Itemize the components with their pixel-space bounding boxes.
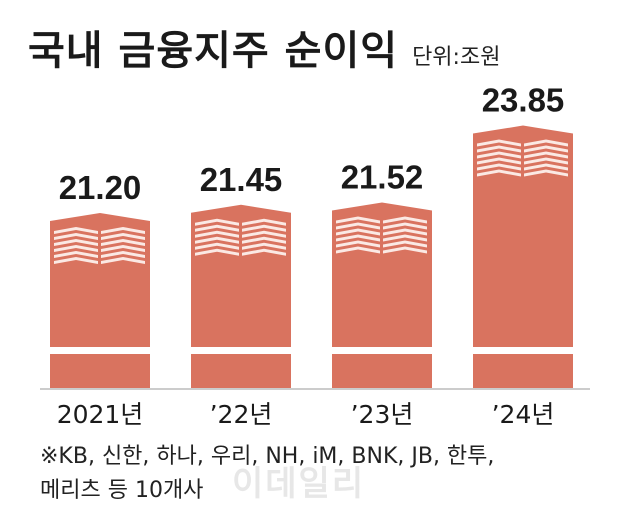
- bar: [332, 202, 432, 388]
- footnote-line-2: 메리츠 등 10개사: [40, 478, 204, 503]
- bill-stripe: [383, 228, 427, 236]
- bill-stripe: [54, 245, 98, 252]
- bill-stripe: [336, 246, 380, 254]
- bill-stripe: [477, 139, 521, 147]
- chart-header: 국내 금융지주 순이익 단위:조원: [28, 18, 500, 76]
- bar-base: [473, 354, 573, 388]
- bill-stripe: [101, 233, 145, 240]
- bill-stripe: [101, 257, 145, 264]
- bill-stripe: [336, 216, 380, 224]
- bill-stripe: [54, 227, 98, 234]
- bill-stripe: [383, 216, 427, 224]
- bill-stripe: [477, 169, 521, 177]
- bill-stripe: [242, 230, 286, 238]
- bill-stripe: [524, 139, 568, 147]
- value-label: 23.85: [482, 82, 565, 119]
- bill-stripe: [524, 169, 568, 177]
- chart-title: 국내 금융지주 순이익: [28, 28, 399, 74]
- bill-stripe: [477, 163, 521, 171]
- bill-stripe: [242, 248, 286, 256]
- bill-stripe: [101, 227, 145, 234]
- bill-stripe: [336, 222, 380, 230]
- value-label: 21.52: [341, 158, 424, 195]
- bill-stripe: [195, 236, 239, 244]
- bill-stripe: [195, 248, 239, 256]
- category-label: ’22년: [210, 400, 273, 429]
- bar: [473, 125, 573, 388]
- category-label: ’23년: [351, 400, 414, 429]
- bill-stripe: [54, 251, 98, 258]
- value-label: 21.20: [59, 169, 142, 206]
- bar: [50, 213, 150, 388]
- category-label: ’24년: [492, 400, 555, 429]
- unit-label: 단위:조원: [412, 45, 501, 70]
- bill-stripe: [383, 234, 427, 242]
- bill-stripe: [242, 224, 286, 232]
- bill-stripe: [477, 151, 521, 159]
- bar-body: [50, 213, 150, 347]
- bill-stripe: [54, 257, 98, 264]
- footnote-line-1: ※KB, 신한, 하나, 우리, NH, iM, BNK, JB, 한투,: [40, 444, 495, 469]
- bill-stripe: [383, 240, 427, 248]
- bill-stripe: [242, 218, 286, 226]
- bill-stripe: [195, 224, 239, 232]
- bill-stripe: [195, 242, 239, 250]
- bill-stripe: [524, 163, 568, 171]
- bill-stripe: [54, 239, 98, 246]
- bill-stripe: [195, 218, 239, 226]
- bill-stripe: [477, 157, 521, 165]
- bill-stripe: [101, 239, 145, 246]
- value-label: 21.45: [200, 161, 283, 198]
- watermark: 이데일리: [232, 464, 366, 504]
- bill-stripe: [101, 245, 145, 252]
- bill-stripe: [101, 251, 145, 258]
- category-label: 2021년: [57, 400, 144, 429]
- bar-base: [332, 354, 432, 388]
- bill-stripe: [242, 242, 286, 250]
- bill-stripe: [195, 230, 239, 238]
- bill-stripe: [383, 222, 427, 230]
- bill-stripe: [524, 145, 568, 153]
- bill-stripe: [336, 240, 380, 248]
- bill-stripe: [524, 151, 568, 159]
- bill-stripe: [54, 233, 98, 240]
- footnote: ※KB, 신한, 하나, 우리, NH, iM, BNK, JB, 한투, 메리…: [40, 440, 494, 508]
- bar: [191, 204, 291, 388]
- bar-body: [332, 202, 432, 347]
- bar-base: [50, 354, 150, 388]
- bill-stripe: [477, 145, 521, 153]
- bill-stripe: [242, 236, 286, 244]
- bar-body: [191, 204, 291, 347]
- bar-body: [473, 125, 573, 347]
- bar-base: [191, 354, 291, 388]
- bill-stripe: [383, 246, 427, 254]
- bill-stripe: [524, 157, 568, 165]
- bill-stripe: [336, 234, 380, 242]
- bill-stripe: [336, 228, 380, 236]
